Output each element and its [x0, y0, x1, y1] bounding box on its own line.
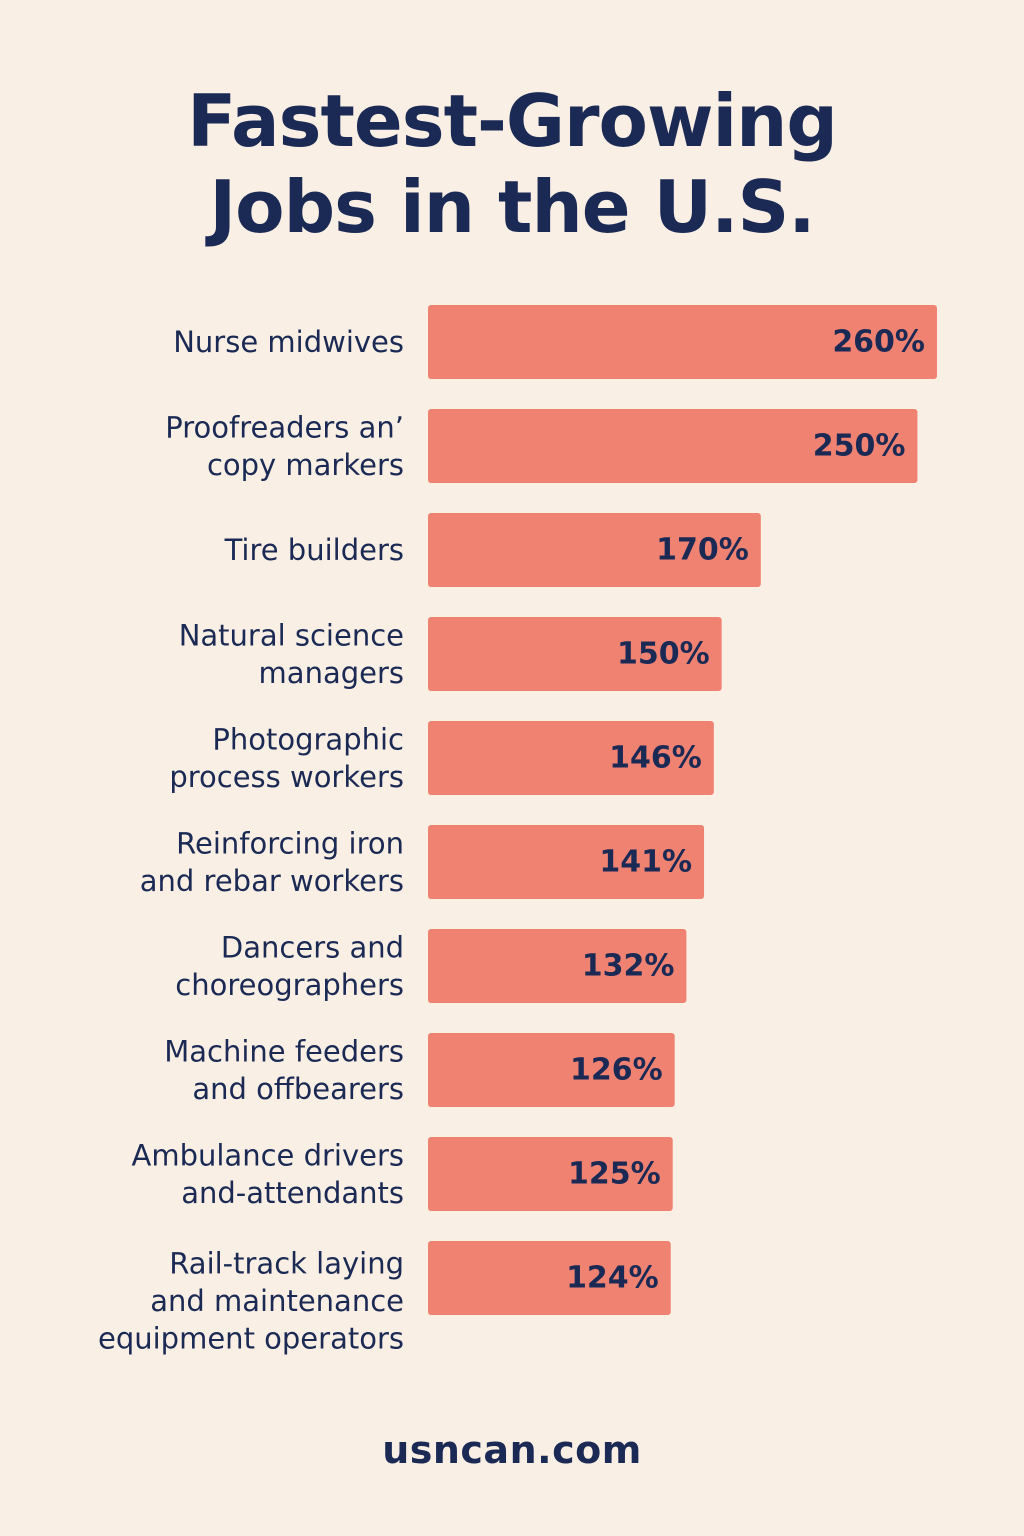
category-label-1-line-1: Nurse midwives [173, 325, 404, 359]
chart-title-line-1: Fastest-Growing [187, 79, 838, 163]
bar-value-label-3: 170% [656, 533, 749, 568]
category-label-9-line-2: and-attendants [181, 1176, 404, 1210]
bar-value-label-1: 260% [832, 325, 925, 360]
bar-value-label-2: 250% [813, 429, 906, 464]
category-label-5-line-2: process workers [169, 760, 404, 794]
category-label-4: Natural science managers [179, 618, 404, 690]
bar-2 [428, 409, 918, 483]
category-label-6: Reinforcing iron and rebar workers [140, 826, 404, 898]
chart-title: Fastest-Growing Jobs in the U.S. [0, 78, 1024, 250]
chart-title-line-2: Jobs in the U.S. [209, 165, 815, 249]
category-label-8-line-2: and offbearers [192, 1072, 404, 1106]
bar-value-label-7: 132% [582, 949, 675, 984]
bar-value-label-5: 146% [609, 741, 702, 776]
bar-7 [428, 929, 687, 1003]
category-label-8: Machine feeders and offbearers [164, 1034, 404, 1106]
category-label-1: Nurse midwives [173, 325, 404, 359]
category-label-9-line-1: Ambulance drivers [131, 1138, 404, 1172]
category-label-7: Dancers and choreographers [175, 930, 404, 1002]
bar-1 [428, 305, 937, 379]
footer-site-url[interactable]: usncan.com [382, 1428, 642, 1472]
bar-chart: 260% Nurse midwives 250% Proofreaders an’ co… [98, 305, 937, 1355]
bar-value-label-6: 141% [599, 845, 692, 880]
category-label-9: Ambulance drivers and-attendants [131, 1138, 404, 1210]
category-label-10-line-1: Rail-track laying [169, 1246, 404, 1280]
bar-value-label-8: 126% [570, 1053, 663, 1088]
bar-3 [428, 513, 761, 587]
category-label-4-line-2: managers [259, 656, 404, 690]
category-label-10: Rail-track laying and maintenance equipmen… [98, 1246, 404, 1355]
bar-value-label-10: 124% [566, 1261, 659, 1296]
category-label-5-line-1: Photographic [212, 722, 404, 756]
category-label-6-line-2: and rebar workers [140, 864, 404, 898]
category-label-5: Photographic process workers [169, 722, 404, 794]
bar-value-label-9: 125% [568, 1157, 661, 1192]
category-label-2: Proofreaders an’ copy markers [165, 410, 404, 482]
category-label-4-line-1: Natural science [179, 618, 404, 652]
category-label-6-line-1: Reinforcing iron [176, 826, 404, 860]
bar-10 [428, 1241, 671, 1315]
category-label-7-line-2: choreographers [175, 968, 404, 1002]
bar-6 [428, 825, 705, 899]
category-label-2-line-2: copy markers [207, 448, 404, 482]
bar-5 [428, 721, 714, 795]
category-label-10-line-2: and maintenance [150, 1284, 404, 1318]
category-label-8-line-1: Machine feeders [164, 1034, 404, 1068]
category-label-3-line-1: Tire builders [224, 533, 404, 567]
category-label-2-line-1: Proofreaders an’ [165, 410, 404, 444]
category-label-10-line-3: equipment operators [98, 1321, 404, 1355]
bar-8 [428, 1033, 675, 1107]
bar-4 [428, 617, 722, 691]
bar-9 [428, 1137, 673, 1211]
bar-value-label-4: 150% [617, 637, 710, 672]
category-label-3: Tire builders [224, 533, 404, 567]
category-label-7-line-1: Dancers and [221, 930, 404, 964]
